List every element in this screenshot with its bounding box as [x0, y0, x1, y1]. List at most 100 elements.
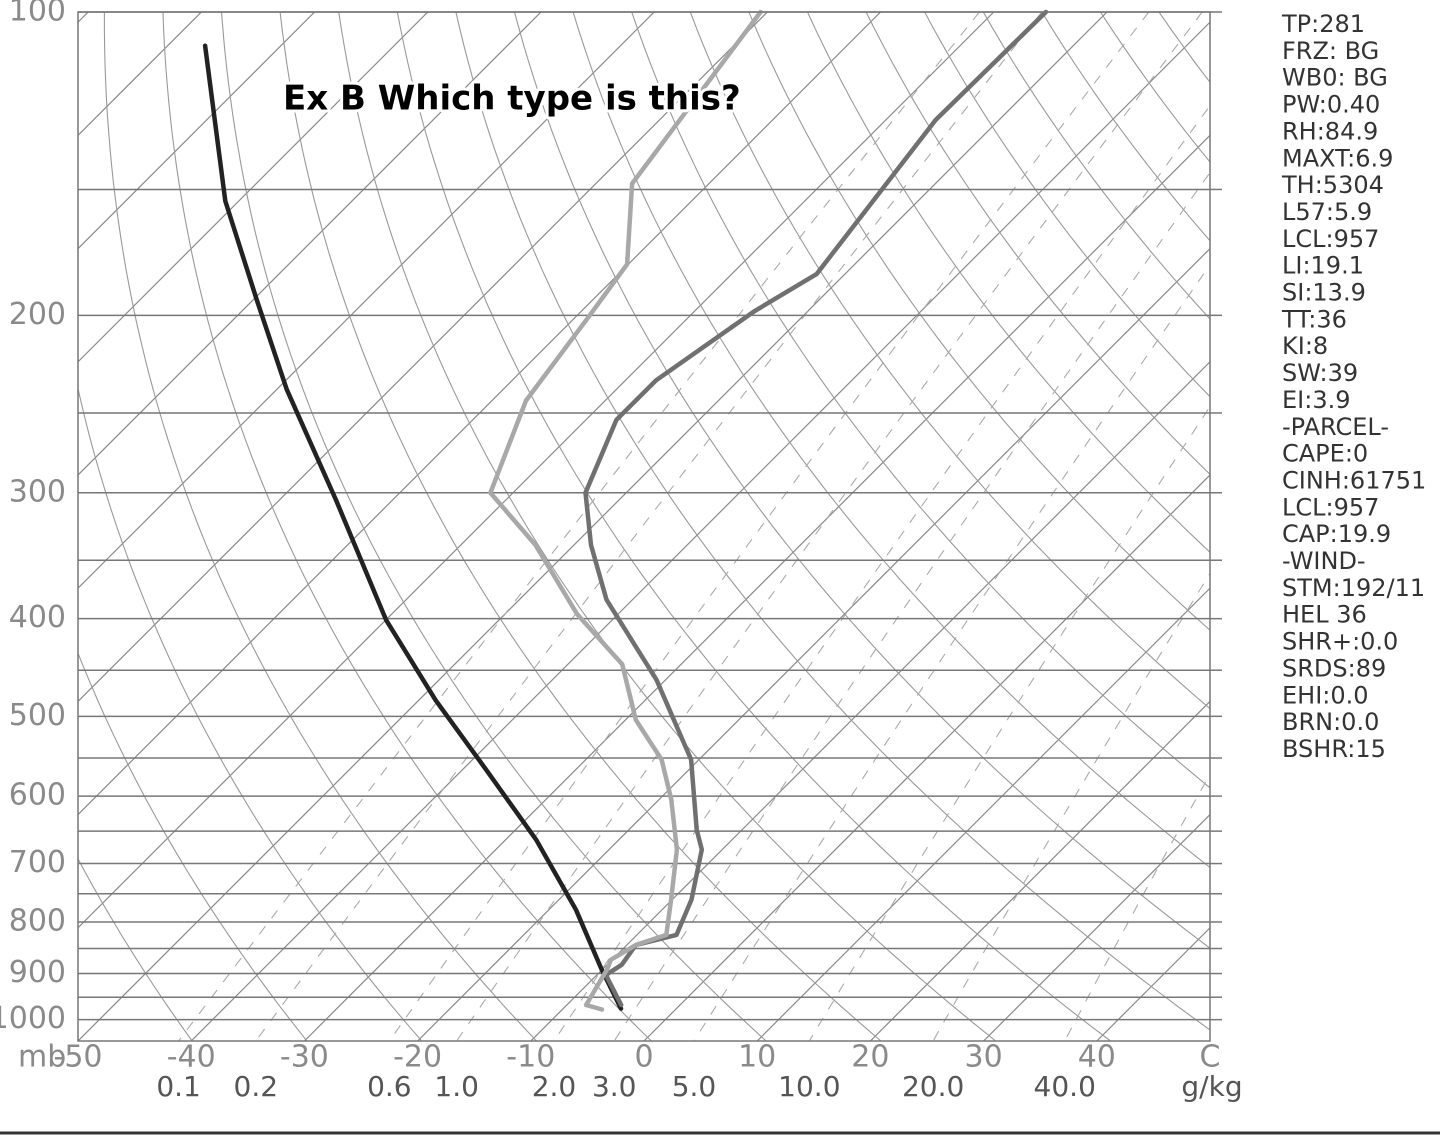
mixing-ratio-line — [1064, 773, 1210, 1041]
chart-title: Ex B Which type is this? — [283, 79, 741, 119]
isotherm — [78, 12, 995, 929]
isotherm — [643, 474, 1210, 1041]
index-text: EHI:0.0 — [1282, 681, 1369, 709]
index-text: TT:36 — [1281, 305, 1347, 333]
index-text: PW:0.40 — [1282, 91, 1380, 119]
mixing-ratio-line — [613, 171, 1210, 1041]
plot-frame — [77, 11, 1211, 1042]
x-tick-label: 20 — [851, 1040, 889, 1075]
isotherm — [417, 247, 1210, 1041]
mixing-ratio-label: 5.0 — [672, 1070, 717, 1103]
dry-adiabat — [982, 12, 1210, 320]
x-tick-label: 10 — [738, 1040, 776, 1075]
index-text: LI:19.1 — [1282, 252, 1364, 280]
index-text: BSHR:15 — [1282, 735, 1386, 763]
x-tick-label: -20 — [393, 1040, 442, 1075]
index-text: SHR+:0.0 — [1282, 628, 1398, 656]
isotherm — [756, 587, 1210, 1041]
dry-adiabat — [1393, 12, 1440, 1041]
dry-adiabat — [865, 12, 1210, 476]
index-text: -WIND- — [1282, 547, 1366, 575]
dry-adiabat — [631, 12, 1210, 789]
y-tick-label: 900 — [9, 955, 66, 990]
sounding-line — [202, 43, 624, 1011]
index-text: KI:8 — [1282, 332, 1328, 360]
x-tick-label: -30 — [280, 1040, 329, 1075]
dry-adiabat — [338, 12, 997, 1041]
index-text: WB0: BG — [1282, 64, 1388, 92]
index-text: CAPE:0 — [1282, 440, 1368, 468]
dry-adiabat — [748, 12, 1210, 631]
y-tick-label: 400 — [9, 600, 66, 635]
x-tick-label: -50 — [54, 1040, 103, 1075]
dry-adiabat — [103, 12, 537, 1041]
mixing-ratio-label: 0.1 — [156, 1070, 201, 1103]
index-text: STM:192/11 — [1282, 574, 1425, 602]
index-text: TH:5304 — [1281, 171, 1384, 199]
index-text: LCL:957 — [1282, 493, 1379, 521]
y-tick-label: 800 — [9, 903, 66, 938]
dry-adiabat — [455, 12, 1210, 1031]
dry-adiabat — [78, 857, 193, 1041]
index-text: RH:84.9 — [1282, 117, 1378, 145]
index-text: SI:13.9 — [1282, 279, 1366, 307]
y-tick-label: 600 — [9, 778, 66, 813]
x-tick-label: -10 — [506, 1040, 555, 1075]
isotherm — [983, 813, 1210, 1041]
index-text: SRDS:89 — [1282, 654, 1386, 682]
isotherm — [78, 12, 1108, 1041]
isotherm — [78, 12, 316, 250]
index-text: SW:39 — [1282, 359, 1358, 387]
diagram-foreground: 0.1 0.2 0.6 1.0 2.0 3.0 5.0 10.0 20.0 40.0 g/kg100… — [0, 0, 1243, 1103]
sounding-line — [583, 9, 1049, 1008]
isotherm — [78, 12, 542, 476]
mixing-ratio-label: 20.0 — [902, 1070, 964, 1103]
mixing-ratio-line — [553, 104, 1210, 1041]
isotherm — [78, 12, 202, 137]
dry-adiabat — [807, 12, 1210, 553]
index-text: FRZ: BG — [1282, 37, 1379, 65]
dry-adiabat — [513, 12, 1210, 949]
y-tick-label: 300 — [9, 474, 66, 509]
dry-adiabat — [78, 651, 308, 1041]
index-text: TP:281 — [1281, 10, 1365, 38]
isotherm — [190, 21, 1210, 1041]
diagram-background — [0, 12, 1440, 1041]
mixing-ratio-line — [255, 12, 1043, 1041]
index-text: EI:3.9 — [1282, 386, 1351, 414]
isotherm — [78, 12, 89, 24]
y-tick-label: 700 — [9, 845, 66, 880]
x-tick-label: 0 — [634, 1040, 653, 1075]
mixing-ratio-line — [388, 12, 1150, 1041]
dry-adiabat — [572, 12, 1210, 869]
dry-adiabat — [924, 12, 1210, 398]
mixing-ratio-label: 10.0 — [778, 1070, 840, 1103]
dry-adiabat — [689, 12, 1210, 710]
mixing-ratio-line — [178, 12, 980, 1041]
sounding-line — [488, 9, 763, 1012]
y-tick-label: 100 — [9, 0, 66, 29]
index-text: L57:5.9 — [1282, 198, 1372, 226]
mixing-ratio-line — [808, 405, 1210, 1041]
dry-adiabat — [162, 12, 652, 1041]
y-axis-label: mb — [18, 1040, 66, 1075]
index-text: MAXT:6.9 — [1282, 144, 1393, 172]
mixing-ratio-label: 1.0 — [434, 1070, 479, 1103]
isotherm — [78, 12, 655, 590]
mixing-ratio-line — [693, 263, 1210, 1041]
mixing-ratio-line — [456, 12, 1203, 1041]
index-text: CINH:61751 — [1282, 466, 1426, 494]
mixing-ratio-label: 0.2 — [234, 1070, 279, 1103]
isotherm — [78, 12, 882, 816]
mixing-ratio-label: 3.0 — [592, 1070, 637, 1103]
mixing-ratio-label: 0.6 — [367, 1070, 412, 1103]
y-tick-label: 500 — [9, 698, 66, 733]
mixing-ratio-unit: g/kg — [1181, 1070, 1242, 1103]
x-tick-label: 30 — [965, 1040, 1003, 1075]
index-text: LCL:957 — [1282, 225, 1379, 253]
isotherm — [530, 360, 1210, 1041]
dry-adiabat — [1041, 12, 1210, 242]
dry-adiabat — [396, 12, 1111, 1041]
dry-adiabat — [0, 12, 77, 1041]
